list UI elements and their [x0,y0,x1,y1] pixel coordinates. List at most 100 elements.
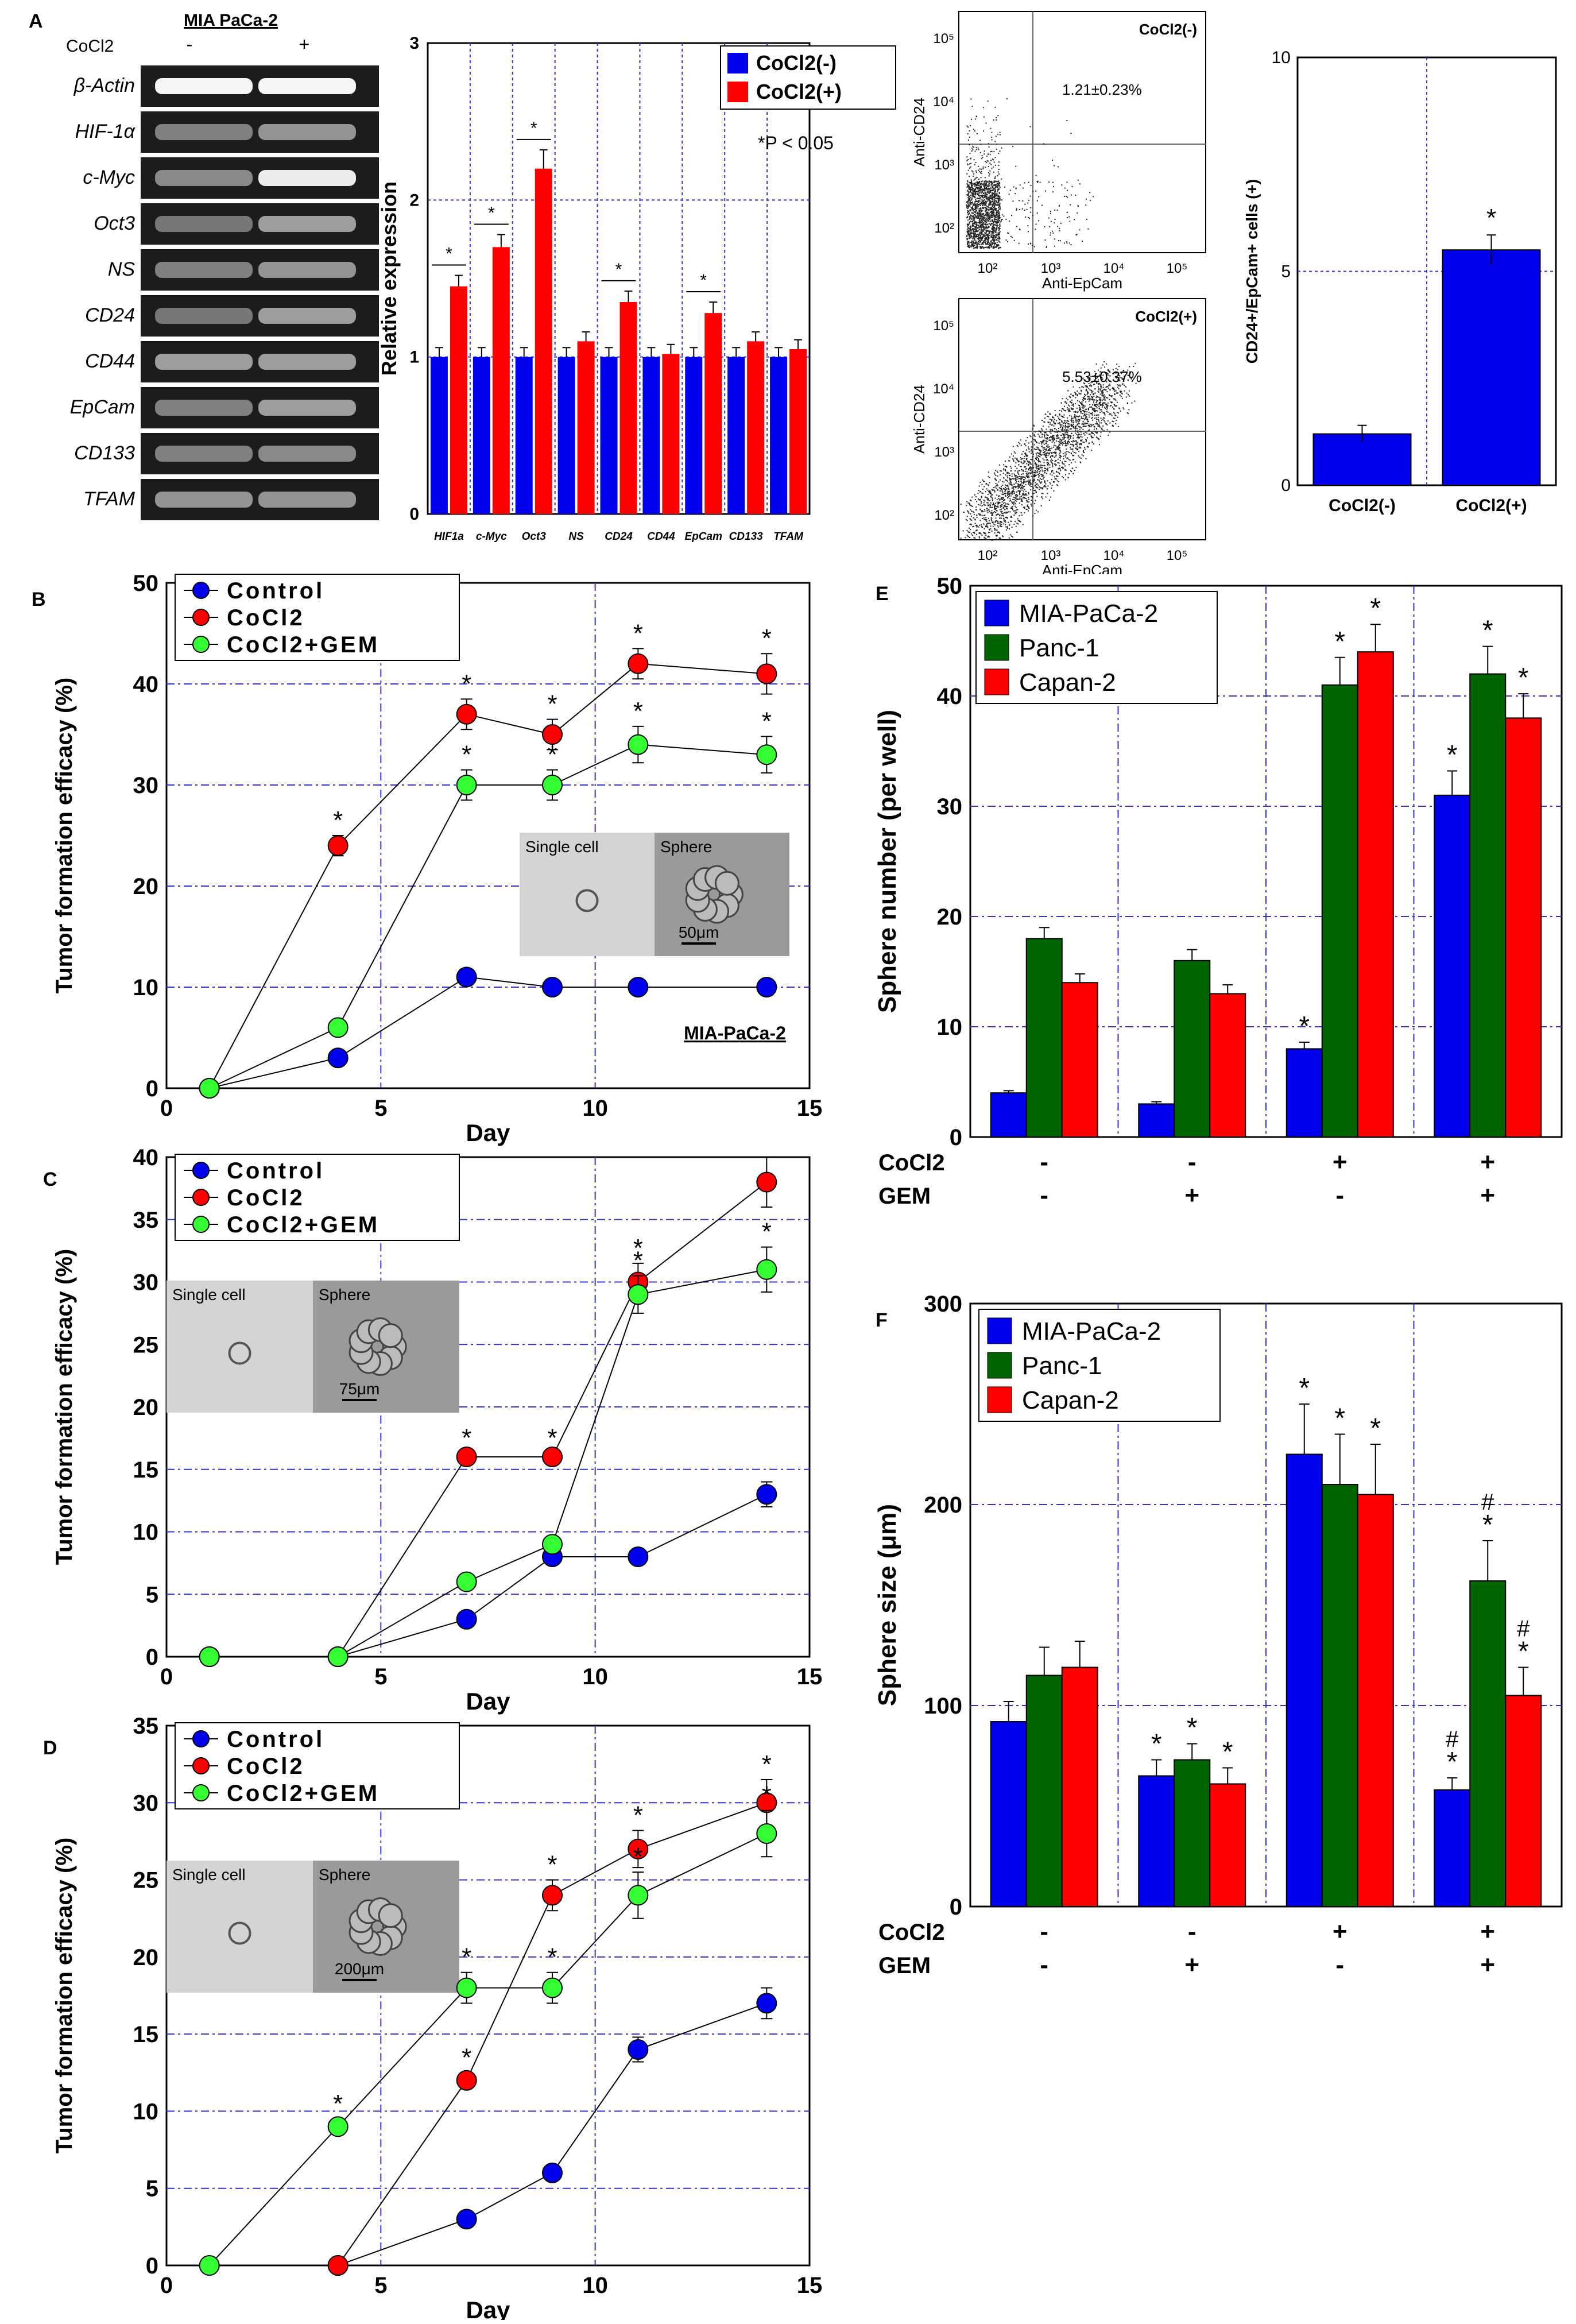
flow-event [970,188,972,190]
flow-event [989,520,990,521]
flow-event [1032,443,1033,444]
flow-event [1049,226,1051,228]
flow-event [990,181,992,183]
flow-event [1005,503,1006,505]
flow-event [974,179,975,180]
flow-event [1101,406,1103,408]
flow-event [1100,417,1102,419]
flow-event [1054,245,1055,247]
flow-event [991,213,993,215]
flow-event [992,494,993,496]
flow-event [1020,477,1022,478]
flow-event [1067,196,1068,198]
flow-event [970,229,972,231]
flow-event [974,232,976,234]
flow-event [990,496,992,497]
flow-x-tick: 10⁴ [1103,548,1124,563]
flow-event [988,239,989,241]
flow-event [982,180,983,182]
flow-event [1131,402,1133,404]
flow-event [973,225,974,226]
flow-event [1033,466,1035,468]
flow-event [987,216,989,218]
flow-event [1007,490,1009,492]
flow-event [1091,399,1093,401]
flow-event [1062,466,1063,468]
flow-event [1110,395,1112,397]
flow-event [1010,516,1012,517]
y-tick-label: 0 [146,1645,158,1670]
flow-event [1069,428,1071,430]
flow-event [1104,372,1106,373]
flow-event [1091,409,1093,411]
flow-event [1089,425,1090,427]
flow-event [1097,384,1099,385]
flow-event [999,223,1001,225]
flow-event [978,234,979,236]
flow-event [998,218,1000,219]
flow-event [1012,502,1013,504]
flow-event [1002,536,1004,538]
flow-event [994,221,996,223]
flow-event [1010,495,1012,497]
flow-event [981,502,982,504]
flow-condition-label: CoCl2(-) [1139,21,1197,38]
flow-event [993,248,994,249]
flow-event [975,182,977,184]
flow-event [996,241,998,243]
flow-event [1098,426,1099,427]
flow-event [994,524,996,526]
flow-event [1059,419,1061,420]
flow-event [1085,390,1087,392]
flow-event [1102,392,1103,394]
flow-event [1005,486,1006,488]
flow-event [1001,513,1003,515]
flow-event [1122,378,1124,380]
flow-event [1125,371,1126,373]
flow-event [987,160,989,162]
flow-event [978,485,980,487]
flow-percentage: 5.53±0.37% [1062,368,1142,385]
flow-event [1071,423,1072,425]
flow-event [968,512,970,514]
flow-event [978,239,980,241]
flow-event [1079,443,1081,444]
flow-event [1043,143,1044,145]
flow-event [1087,446,1089,447]
flow-event [1005,490,1006,492]
flow-event [1017,477,1019,478]
flow-event [967,194,969,195]
flow-event [998,239,1000,241]
flow-event [1043,465,1045,466]
flow-event [995,136,997,137]
legend-marker [192,609,210,626]
flow-event [971,207,973,209]
flow-event [1093,408,1095,410]
flow-event [1077,430,1078,432]
flow-event [982,223,984,225]
flow-event [1112,420,1113,422]
flow-event [1086,419,1087,420]
flow-event [970,524,972,525]
flow-event [994,529,996,531]
flow-event [1046,446,1048,447]
flow-event [1023,506,1024,508]
flow-event [1078,392,1080,394]
flow-event [972,225,974,226]
flow-event [986,208,988,210]
flow-event [989,215,991,217]
flow-event [970,163,971,164]
flow-event [1050,455,1051,457]
flow-event [1058,462,1060,464]
flow-event [974,523,976,524]
flow-event [1045,454,1047,455]
flow-event [967,229,969,230]
flow-event [1024,497,1025,498]
flow-event [1055,454,1057,456]
flow-event [971,218,973,220]
flow-event [1068,473,1070,475]
flow-event [1086,218,1088,220]
flow-event [988,219,989,221]
flow-event [1095,397,1097,399]
flow-event [1087,399,1089,400]
